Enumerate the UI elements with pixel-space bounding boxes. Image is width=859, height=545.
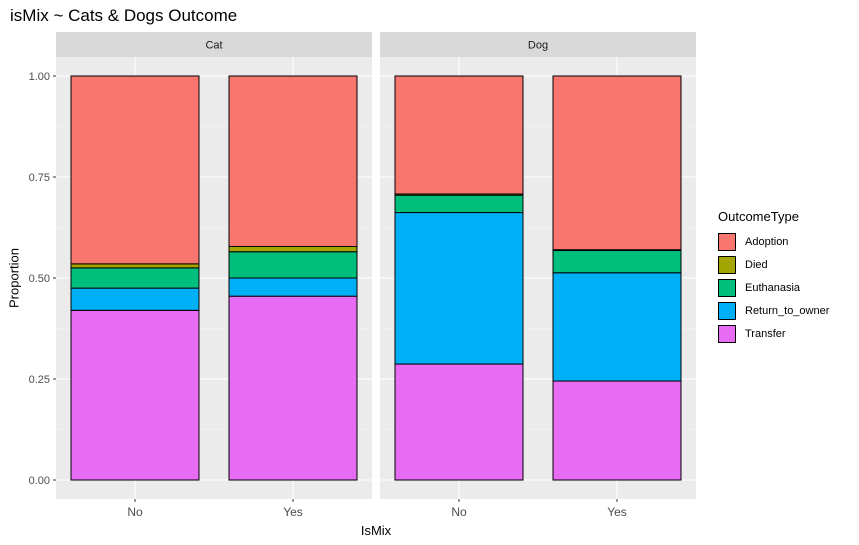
legend-item: Return_to_owner: [718, 299, 829, 322]
bar-segment-transfer: [552, 380, 682, 481]
facet-strip: [56, 32, 372, 57]
facet-strip: [380, 32, 696, 57]
bar-segment-died: [70, 263, 200, 269]
bar-segment-died: [228, 245, 358, 253]
legend-item: Euthanasia: [718, 276, 829, 299]
bar-segment-return-to-owner: [228, 277, 358, 297]
x-tick-label: Yes: [607, 505, 627, 519]
legend-key: [718, 301, 736, 320]
legend-item: Died: [718, 253, 829, 276]
legend-items: Adoption Died Euthanasia Return_to_owner Tra…: [718, 230, 829, 345]
bar-segment-return-to-owner: [394, 212, 524, 365]
bar-segment-euthanasia: [228, 251, 358, 279]
chart-title: isMix ~ Cats & Dogs Outcome: [10, 6, 238, 25]
bar-segment-transfer: [394, 363, 524, 481]
legend-label: Adoption: [745, 235, 789, 248]
x-axis-title: IsMix: [360, 523, 392, 538]
legend-label: Died: [745, 258, 768, 271]
bar-segment-return-to-owner: [552, 272, 682, 382]
y-tick-label: 1.00: [29, 71, 50, 83]
bar-segment-euthanasia: [394, 194, 524, 214]
legend-title: OutcomeType: [718, 209, 799, 224]
legend-label: Euthanasia: [745, 281, 801, 294]
y-tick-label: 0.00: [29, 475, 50, 487]
bar-segment-euthanasia: [552, 250, 682, 274]
y-tick-label: 0.50: [29, 273, 50, 285]
bar-segment-return-to-owner: [70, 287, 200, 311]
bar-segment-transfer: [70, 309, 200, 481]
x-tick-label: No: [127, 505, 143, 519]
y-tick-label: 0.25: [29, 374, 50, 386]
legend-key: [718, 255, 736, 274]
bar-segment-transfer: [228, 295, 358, 481]
facet-label: Cat: [205, 40, 222, 52]
bar-segment-adoption: [552, 75, 682, 251]
legend-key: [718, 324, 736, 343]
facet-label: Dog: [528, 40, 548, 52]
x-tick-label: Yes: [283, 505, 303, 519]
bar-segment-adoption: [70, 75, 200, 265]
bar-segment-adoption: [394, 75, 524, 195]
legend: OutcomeType Adoption Died Euthanasia Return…: [718, 209, 829, 345]
legend-item: Transfer: [718, 322, 829, 345]
x-tick-label: No: [451, 505, 467, 519]
legend-label: Transfer: [745, 327, 786, 340]
legend-key: [718, 232, 736, 251]
legend-label: Return_to_owner: [745, 304, 830, 317]
bar-segment-euthanasia: [70, 267, 200, 289]
legend-key: [718, 278, 736, 297]
bar-segment-adoption: [228, 75, 358, 247]
y-tick-label: 0.75: [29, 172, 50, 184]
legend-item: Adoption: [718, 230, 829, 253]
